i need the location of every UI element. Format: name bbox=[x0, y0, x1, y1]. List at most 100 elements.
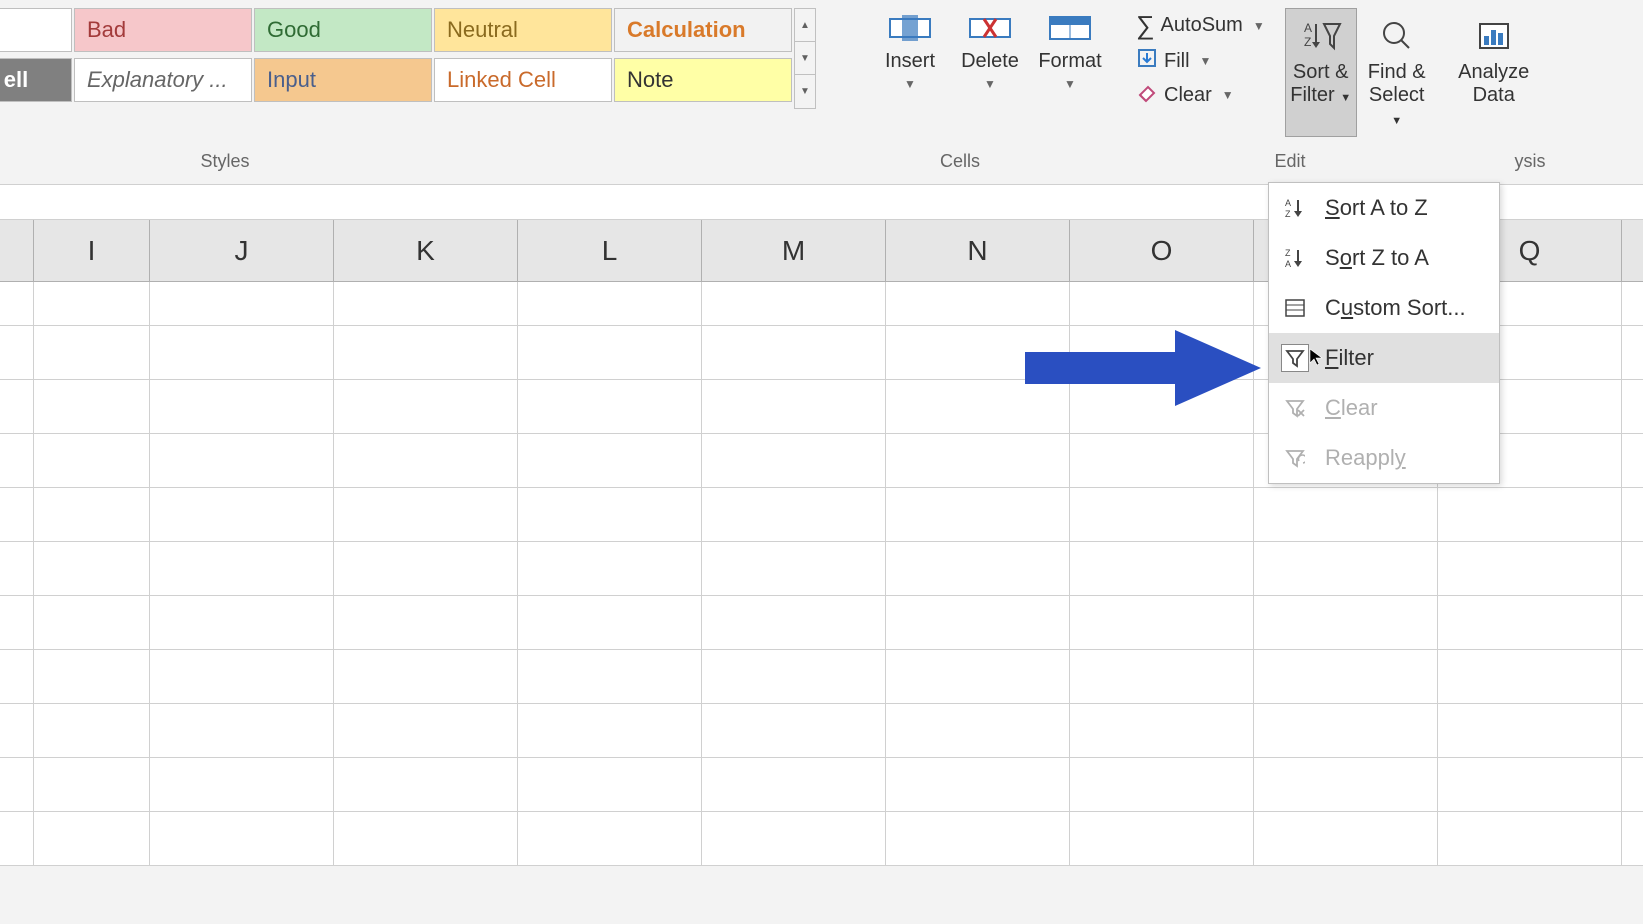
delete-label: Delete bbox=[961, 50, 1019, 73]
ribbon-group-labels: Styles Cells Edit ysis bbox=[0, 151, 1643, 172]
grid-row bbox=[0, 704, 1643, 758]
autosum-label: AutoSum bbox=[1161, 14, 1243, 37]
col-header-J[interactable]: J bbox=[150, 220, 334, 281]
style-input[interactable]: Input bbox=[254, 58, 432, 102]
autosum-button[interactable]: ∑ AutoSum ▼ bbox=[1136, 10, 1265, 41]
style-explanatory[interactable]: Explanatory ... bbox=[74, 58, 252, 102]
grid-row bbox=[0, 596, 1643, 650]
gallery-scroll-down[interactable]: ▼ bbox=[795, 42, 815, 75]
cells-group: Insert ▼ Delete ▼ Format ▼ bbox=[876, 8, 1104, 91]
fill-button[interactable]: Fill ▼ bbox=[1136, 47, 1265, 75]
fill-down-icon bbox=[1136, 47, 1158, 75]
chevron-down-icon: ▼ bbox=[1064, 77, 1076, 91]
clear-button[interactable]: Clear ▼ bbox=[1136, 81, 1265, 109]
sort-az-icon: AZ bbox=[1281, 194, 1309, 222]
analyze-data-label: Analyze Data bbox=[1458, 61, 1529, 107]
menu-clear-label: Clear bbox=[1325, 395, 1378, 421]
col-header-N[interactable]: N bbox=[886, 220, 1070, 281]
grid-row bbox=[0, 488, 1643, 542]
col-header-I[interactable]: I bbox=[34, 220, 150, 281]
menu-sort-za-label: Sort Z to A bbox=[1325, 245, 1429, 271]
filter-icon bbox=[1281, 344, 1309, 372]
row-header-edge bbox=[0, 220, 34, 281]
editing-group-label: Edit bbox=[1240, 151, 1340, 172]
styles-grid: Bad Good Neutral Calculation ell Explana… bbox=[0, 8, 792, 102]
svg-text:Z: Z bbox=[1304, 35, 1311, 49]
insert-cells-icon bbox=[888, 8, 932, 48]
styles-row-1: Bad Good Neutral Calculation bbox=[0, 8, 792, 52]
style-normal[interactable] bbox=[0, 8, 72, 52]
sort-filter-label: Sort & Filter ▼ bbox=[1290, 61, 1351, 107]
chevron-down-icon: ▼ bbox=[984, 77, 996, 91]
find-select-button[interactable]: Find & Select ▼ bbox=[1361, 8, 1433, 137]
col-header-M[interactable]: M bbox=[702, 220, 886, 281]
reapply-icon bbox=[1281, 444, 1309, 472]
style-note[interactable]: Note bbox=[614, 58, 792, 102]
chevron-down-icon: ▼ bbox=[1253, 19, 1265, 33]
menu-reapply: Reapply bbox=[1269, 433, 1499, 483]
fill-label: Fill bbox=[1164, 50, 1190, 73]
format-button[interactable]: Format ▼ bbox=[1036, 8, 1104, 91]
style-bad[interactable]: Bad bbox=[74, 8, 252, 52]
menu-sort-az-label: Sort A to Z bbox=[1325, 195, 1428, 221]
cursor-icon bbox=[1309, 346, 1323, 372]
analyze-data-icon bbox=[1474, 15, 1514, 57]
style-check-cell[interactable]: ell bbox=[0, 58, 72, 102]
insert-button[interactable]: Insert ▼ bbox=[876, 8, 944, 91]
styles-gallery: Bad Good Neutral Calculation ell Explana… bbox=[0, 8, 816, 109]
analysis-group: Analyze Data bbox=[1451, 8, 1537, 114]
menu-reapply-label: Reapply bbox=[1325, 445, 1406, 471]
format-label: Format bbox=[1038, 50, 1101, 73]
analyze-data-button[interactable]: Analyze Data bbox=[1451, 8, 1537, 114]
grid-row bbox=[0, 542, 1643, 596]
col-header-O[interactable]: O bbox=[1070, 220, 1254, 281]
style-calculation[interactable]: Calculation bbox=[614, 8, 792, 52]
col-header-K[interactable]: K bbox=[334, 220, 518, 281]
menu-sort-za[interactable]: ZA Sort Z to A bbox=[1269, 233, 1499, 283]
clear-label: Clear bbox=[1164, 84, 1212, 107]
ribbon-content: Bad Good Neutral Calculation ell Explana… bbox=[0, 8, 1643, 137]
arrow-annotation bbox=[1025, 330, 1265, 406]
menu-sort-az[interactable]: AZ Sort A to Z bbox=[1269, 183, 1499, 233]
ribbon: Bad Good Neutral Calculation ell Explana… bbox=[0, 0, 1643, 172]
grid-row bbox=[0, 758, 1643, 812]
insert-label: Insert bbox=[885, 50, 935, 73]
sigma-icon: ∑ bbox=[1136, 10, 1155, 41]
chevron-down-icon: ▼ bbox=[1200, 54, 1212, 68]
svg-text:A: A bbox=[1304, 21, 1312, 35]
find-select-label: Find & Select ▼ bbox=[1364, 61, 1430, 130]
svg-text:Z: Z bbox=[1285, 248, 1291, 258]
styles-group-label: Styles bbox=[0, 151, 490, 172]
styles-row-2: ell Explanatory ... Input Linked Cell No… bbox=[0, 58, 792, 102]
menu-custom-sort[interactable]: Custom Sort... bbox=[1269, 283, 1499, 333]
menu-filter-label: Filter bbox=[1325, 345, 1374, 371]
custom-sort-icon bbox=[1281, 294, 1309, 322]
grid-row bbox=[0, 812, 1643, 866]
delete-button[interactable]: Delete ▼ bbox=[956, 8, 1024, 91]
cells-group-label: Cells bbox=[820, 151, 1100, 172]
clear-filter-icon bbox=[1281, 394, 1309, 422]
sort-filter-dropdown: AZ Sort A to Z ZA Sort Z to A Custom Sor… bbox=[1268, 182, 1500, 484]
menu-clear-filter: Clear bbox=[1269, 383, 1499, 433]
eraser-icon bbox=[1136, 81, 1158, 109]
analysis-group-label: ysis bbox=[1500, 151, 1560, 172]
style-linked-cell[interactable]: Linked Cell bbox=[434, 58, 612, 102]
col-header-L[interactable]: L bbox=[518, 220, 702, 281]
sort-filter-icon: A Z bbox=[1300, 15, 1342, 57]
sort-filter-button[interactable]: A Z Sort & Filter ▼ bbox=[1285, 8, 1357, 137]
menu-custom-sort-label: Custom Sort... bbox=[1325, 295, 1466, 321]
chevron-down-icon: ▼ bbox=[904, 77, 916, 91]
grid-row bbox=[0, 650, 1643, 704]
svg-text:A: A bbox=[1285, 259, 1291, 269]
svg-text:A: A bbox=[1285, 198, 1291, 208]
editing-group: ∑ AutoSum ▼ Fill ▼ bbox=[1136, 8, 1433, 137]
style-neutral[interactable]: Neutral bbox=[434, 8, 612, 52]
styles-gallery-scroll: ▲ ▼ ▼ bbox=[794, 8, 816, 109]
gallery-scroll-up[interactable]: ▲ bbox=[795, 9, 815, 42]
menu-filter[interactable]: Filter bbox=[1269, 333, 1499, 383]
chevron-down-icon: ▼ bbox=[1222, 88, 1234, 102]
format-cells-icon bbox=[1048, 8, 1092, 48]
delete-cells-icon bbox=[968, 8, 1012, 48]
gallery-scroll-more[interactable]: ▼ bbox=[795, 75, 815, 108]
style-good[interactable]: Good bbox=[254, 8, 432, 52]
